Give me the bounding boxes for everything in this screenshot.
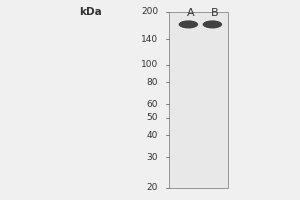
Text: kDa: kDa: [79, 7, 102, 17]
Text: 50: 50: [146, 113, 158, 122]
Text: A: A: [187, 8, 194, 18]
Text: 60: 60: [146, 100, 158, 109]
Text: 140: 140: [141, 35, 158, 44]
Text: 200: 200: [141, 7, 158, 17]
Bar: [169, 12, 228, 188]
Text: 30: 30: [146, 153, 158, 162]
Text: 100: 100: [141, 60, 158, 69]
Ellipse shape: [203, 20, 222, 28]
Text: 40: 40: [147, 131, 158, 140]
Text: 80: 80: [146, 78, 158, 87]
Text: 20: 20: [147, 184, 158, 192]
Ellipse shape: [178, 20, 198, 28]
Text: B: B: [211, 8, 218, 18]
